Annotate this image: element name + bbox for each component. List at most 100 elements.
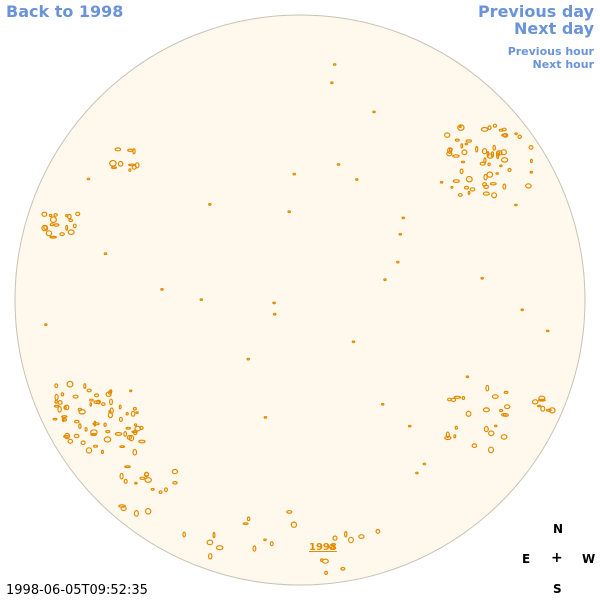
contour-mark xyxy=(103,422,107,427)
contour-mark xyxy=(487,125,492,131)
contour-mark xyxy=(171,468,179,475)
contour-mark xyxy=(88,398,94,402)
contour-mark xyxy=(536,404,542,408)
contour-mark xyxy=(199,298,204,302)
contour-mark xyxy=(93,400,101,405)
contour-mark xyxy=(49,235,58,239)
contour-mark xyxy=(487,162,491,167)
contour-mark xyxy=(383,278,387,282)
contour-mark xyxy=(134,481,138,485)
contour-mark xyxy=(78,408,86,415)
contour-mark xyxy=(529,158,533,164)
contour-mark xyxy=(483,425,489,433)
contour-mark xyxy=(114,431,123,436)
contour-mark xyxy=(57,405,62,413)
contour-mark xyxy=(450,397,457,403)
next-day-link[interactable]: Next day xyxy=(514,19,594,38)
contour-mark xyxy=(272,301,276,305)
compass-north: N xyxy=(553,522,564,536)
contour-mark xyxy=(64,432,70,440)
contour-mark xyxy=(444,132,451,138)
contour-mark xyxy=(499,164,503,168)
contour-mark xyxy=(487,446,495,454)
contour-mark xyxy=(114,147,122,152)
contour-mark xyxy=(485,384,490,392)
contour-mark xyxy=(467,190,471,195)
contour-mark xyxy=(324,570,329,576)
contour-mark xyxy=(489,182,497,186)
contour-mark xyxy=(395,260,400,264)
contour-mark xyxy=(439,180,444,184)
contour-mark xyxy=(501,133,508,137)
contour-mark xyxy=(269,541,274,547)
contour-mark xyxy=(128,168,132,172)
magnetogram-contours xyxy=(41,63,556,576)
contour-mark xyxy=(61,415,68,419)
contour-mark xyxy=(138,439,146,444)
contour-mark xyxy=(286,510,293,514)
contour-mark xyxy=(48,213,53,218)
contour-mark xyxy=(545,329,550,333)
contour-mark xyxy=(481,147,488,155)
contour-mark xyxy=(492,144,497,151)
contour-mark xyxy=(107,412,114,419)
contour-mark xyxy=(45,230,53,237)
contour-mark xyxy=(123,478,128,484)
contour-mark xyxy=(86,177,91,181)
back-to-year-link[interactable]: Back to 1998 xyxy=(6,2,124,21)
observation-timestamp: 1998-06-05T09:52:35 xyxy=(6,583,148,598)
contour-mark xyxy=(461,149,468,156)
contour-mark xyxy=(520,308,525,312)
contour-mark xyxy=(450,185,454,189)
contour-mark xyxy=(128,434,135,442)
contour-mark xyxy=(545,408,552,412)
contour-mark xyxy=(445,431,450,439)
compass-east: E xyxy=(522,552,531,566)
compass-west: W xyxy=(582,552,596,566)
year-link[interactable]: 1998 xyxy=(309,542,337,553)
contour-mark xyxy=(84,427,88,432)
contour-mark xyxy=(63,404,70,411)
contour-mark xyxy=(496,152,500,160)
contour-mark xyxy=(525,183,532,189)
contour-mark xyxy=(131,430,138,434)
next-hour-link[interactable]: Next hour xyxy=(532,58,595,71)
contour-mark xyxy=(446,150,453,157)
contour-mark xyxy=(407,424,412,428)
contour-mark xyxy=(109,159,117,167)
contour-mark xyxy=(130,410,136,417)
contour-mark xyxy=(100,449,105,454)
contour-mark xyxy=(471,443,478,449)
contour-mark xyxy=(493,424,498,428)
previous-day-link[interactable]: Previous day xyxy=(477,2,594,21)
solar-disk xyxy=(14,14,586,586)
previous-hour-link[interactable]: Previous hour xyxy=(507,45,594,58)
contour-mark xyxy=(85,447,93,454)
contour-mark xyxy=(460,143,464,149)
contour-mark xyxy=(43,323,48,327)
contour-mark xyxy=(380,402,385,406)
contour-mark xyxy=(123,431,128,437)
contour-mark xyxy=(41,224,49,232)
contour-mark xyxy=(110,166,118,170)
contour-mark xyxy=(150,487,155,491)
contour-mark xyxy=(263,538,267,542)
contour-mark xyxy=(454,138,460,142)
contour-mark xyxy=(398,232,403,236)
contour-mark xyxy=(41,211,48,217)
contour-mark xyxy=(65,224,69,231)
contour-mark xyxy=(457,193,463,197)
contour-mark xyxy=(86,388,92,393)
contour-mark xyxy=(144,507,152,515)
contour-mark xyxy=(538,398,546,402)
contour-mark xyxy=(482,191,490,196)
contour-mark xyxy=(502,183,507,190)
contour-mark xyxy=(80,440,86,446)
contour-mark xyxy=(332,535,338,541)
contour-mark xyxy=(503,390,509,394)
contour-mark xyxy=(103,252,108,256)
contour-mark xyxy=(502,413,509,417)
contour-mark xyxy=(529,170,534,174)
contour-mark xyxy=(125,426,132,430)
